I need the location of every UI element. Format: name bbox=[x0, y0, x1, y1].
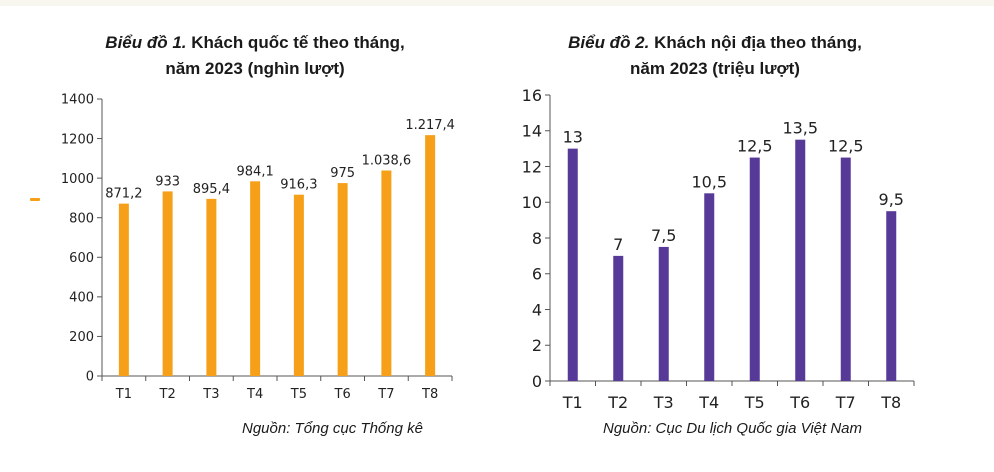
chart2-bar bbox=[840, 157, 851, 381]
chart2-y-tick-label: 4 bbox=[532, 300, 542, 319]
chart1-bar bbox=[381, 170, 392, 376]
chart1-title: Biểu đồ 1. Khách quốc tế theo tháng, năm … bbox=[40, 30, 470, 82]
chart1-data-label: 916,3 bbox=[280, 178, 317, 193]
chart1-category-label: T6 bbox=[334, 387, 351, 402]
chart2-category-label: T3 bbox=[653, 393, 674, 412]
chart2-y-tick-label: 16 bbox=[522, 86, 542, 105]
chart2-data-label: 12,5 bbox=[828, 137, 864, 156]
chart1-bar bbox=[206, 198, 217, 376]
chart2-category-label: T2 bbox=[607, 393, 628, 412]
chart1-title-lead: Biểu đồ 1. bbox=[105, 33, 187, 52]
chart1-source: Nguồn: Tổng cục Thống kê bbox=[242, 420, 423, 437]
chart1-title-rest: Khách quốc tế theo tháng, bbox=[186, 33, 405, 52]
chart1-y-tick-label: 400 bbox=[69, 291, 94, 306]
chart2-y-tick-label: 12 bbox=[522, 157, 542, 176]
chart2-category-label: T7 bbox=[835, 393, 856, 412]
chart1-y-tick-label: 600 bbox=[69, 251, 94, 266]
chart1-y-tick-label: 0 bbox=[86, 370, 94, 385]
chart2-title-rest: Khách nội địa theo tháng, bbox=[649, 33, 862, 52]
chart2-y-tick-label: 2 bbox=[532, 336, 542, 355]
chart1-category-label: T2 bbox=[159, 387, 176, 402]
chart1-category-label: T3 bbox=[202, 387, 219, 402]
chart2-y-tick-label: 14 bbox=[522, 122, 542, 141]
chart1-y-tick-label: 200 bbox=[69, 330, 94, 345]
chart1-bar bbox=[337, 183, 348, 376]
chart1-y-tick-label: 1000 bbox=[61, 172, 94, 187]
chart2-data-label: 12,5 bbox=[737, 137, 773, 156]
chart2-bar bbox=[613, 255, 624, 381]
chart1-data-label: 1.038,6 bbox=[362, 154, 412, 169]
chart2-category-label: T4 bbox=[698, 393, 719, 412]
chart1-bar bbox=[250, 181, 261, 376]
chart2-data-label: 10,5 bbox=[691, 172, 727, 191]
chart2-category-label: T8 bbox=[880, 393, 901, 412]
chart2-category-label: T5 bbox=[744, 393, 765, 412]
chart1-y-tick-label: 1200 bbox=[61, 132, 94, 147]
chart2-y-tick-label: 6 bbox=[532, 265, 542, 284]
chart1-y-tick-label: 1400 bbox=[61, 93, 94, 108]
chart2-bar bbox=[704, 193, 715, 381]
chart1-title-line2: năm 2023 (nghìn lượt) bbox=[165, 59, 345, 78]
chart1-y-tick-label: 800 bbox=[69, 211, 94, 226]
chart1-data-label: 975 bbox=[330, 166, 355, 181]
chart1-data-label: 871,2 bbox=[105, 187, 142, 202]
chart2-bar bbox=[658, 246, 669, 381]
chart1-bar bbox=[293, 194, 304, 376]
chart1-data-label: 1.217,4 bbox=[405, 118, 455, 133]
chart1-bar bbox=[162, 191, 173, 376]
chart2-bar bbox=[886, 211, 897, 381]
chart2-y-tick-label: 0 bbox=[532, 372, 542, 391]
chart1-data-label: 933 bbox=[155, 174, 180, 189]
chart1-data-label: 984,1 bbox=[237, 164, 274, 179]
chart1-bar bbox=[425, 135, 436, 376]
chart2-category-label: T6 bbox=[789, 393, 810, 412]
chart2-title: Biểu đồ 2. Khách nội địa theo tháng, năm … bbox=[500, 30, 930, 82]
orange-dash-marker bbox=[30, 198, 40, 201]
chart1-category-label: T7 bbox=[377, 387, 394, 402]
chart2-title-line2: năm 2023 (triệu lượt) bbox=[630, 59, 800, 78]
chart2-bar bbox=[567, 148, 578, 381]
chart2-y-tick-label: 10 bbox=[522, 193, 542, 212]
chart2-y-tick-label: 8 bbox=[532, 229, 542, 248]
chart2-data-label: 13,5 bbox=[782, 119, 818, 138]
chart2-data-label: 9,5 bbox=[879, 190, 904, 209]
chart1-category-label: T5 bbox=[290, 387, 307, 402]
chart1-category-label: T4 bbox=[246, 387, 263, 402]
chart2-data-label: 7,5 bbox=[651, 226, 676, 245]
chart1-data-label: 895,4 bbox=[193, 182, 230, 197]
chart2-bar bbox=[749, 157, 760, 381]
chart1-category-label: T1 bbox=[115, 387, 132, 402]
chart2-bar bbox=[795, 139, 806, 381]
chart2-data-label: 13 bbox=[563, 128, 583, 147]
chart2-category-label: T1 bbox=[562, 393, 583, 412]
chart1-bar bbox=[118, 203, 129, 376]
chart2-title-lead: Biểu đồ 2. bbox=[568, 33, 650, 52]
chart2-data-label: 7 bbox=[613, 235, 623, 254]
chart2-source: Nguồn: Cục Du lịch Quốc gia Việt Nam bbox=[603, 420, 863, 437]
top-strip bbox=[0, 0, 994, 6]
chart1-category-label: T8 bbox=[421, 387, 438, 402]
